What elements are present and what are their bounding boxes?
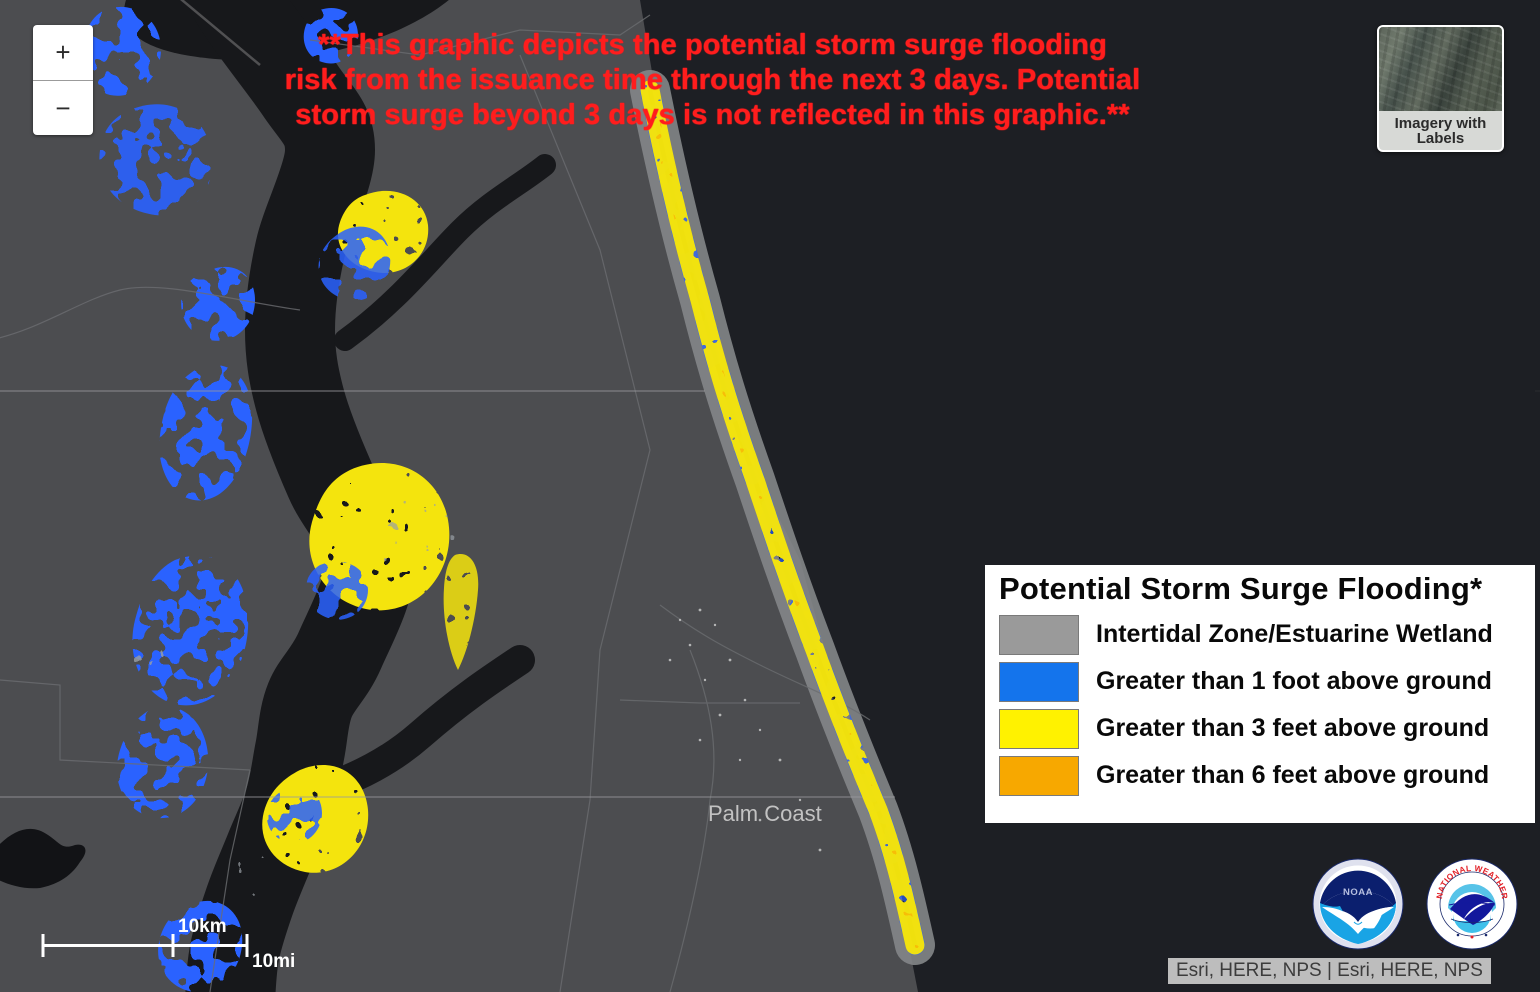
svg-text:10km: 10km — [178, 916, 227, 937]
svg-text:NOAA: NOAA — [1343, 887, 1373, 898]
svg-text:10mi: 10mi — [252, 951, 295, 972]
svg-text:Palm Coast: Palm Coast — [708, 801, 822, 826]
